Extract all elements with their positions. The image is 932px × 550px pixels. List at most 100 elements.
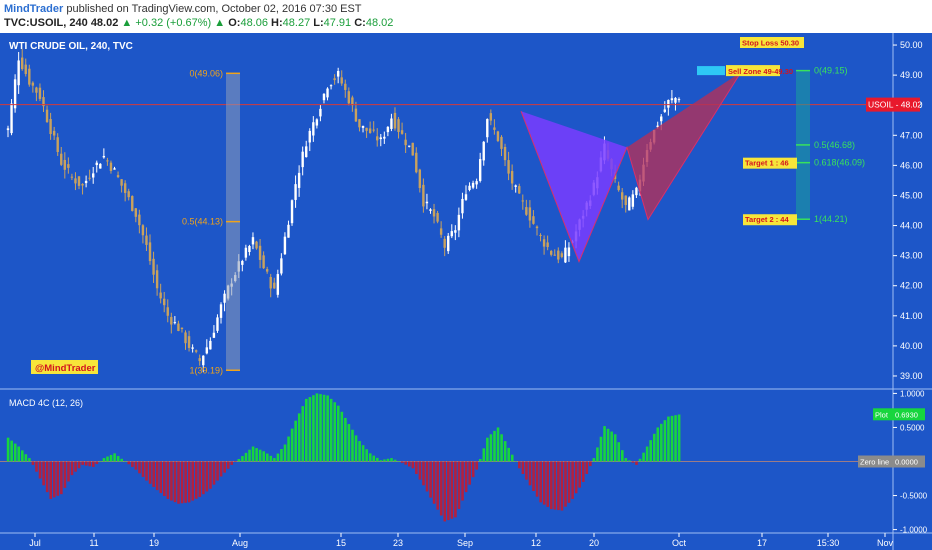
candle-body xyxy=(290,200,294,224)
macd-bar xyxy=(10,440,13,462)
candle-body xyxy=(677,99,681,101)
macd-bar xyxy=(280,449,283,462)
macd-bar xyxy=(521,461,525,474)
candle-body xyxy=(383,136,386,139)
macd-bar xyxy=(177,461,180,504)
author-link[interactable]: MindTrader xyxy=(4,3,64,15)
candle-body xyxy=(376,136,379,141)
candle-body xyxy=(70,176,74,178)
macd-bar xyxy=(624,458,628,462)
macd-bar xyxy=(354,435,358,462)
macd-bar xyxy=(241,456,244,462)
macd-bar xyxy=(518,461,521,469)
candle-body xyxy=(216,317,219,331)
macd-bar xyxy=(308,397,312,462)
time-tick-label: 20 xyxy=(589,538,599,548)
candle-body xyxy=(656,125,659,128)
price-tick-label: 50.00 xyxy=(900,40,923,50)
candle-body xyxy=(368,128,372,134)
macd-bar xyxy=(102,458,106,462)
macd-bar xyxy=(546,461,550,507)
macd-bar xyxy=(344,417,347,462)
candle-body xyxy=(450,231,453,237)
last-price: 48.02 xyxy=(90,17,119,29)
candle-body xyxy=(482,141,485,161)
candle-body xyxy=(326,88,329,98)
price-tag-value: 48.02 xyxy=(901,100,923,110)
time-tick-label: Sep xyxy=(457,538,473,548)
macd-bar xyxy=(180,461,184,504)
candle-body xyxy=(28,68,31,85)
candle-body xyxy=(106,160,109,162)
macd-bar xyxy=(503,441,507,462)
time-tick-label: 15 xyxy=(336,538,346,548)
macd-bar xyxy=(131,461,134,467)
macd-bar xyxy=(163,461,166,497)
price-tick-label: 43.00 xyxy=(900,251,923,261)
macd-bar xyxy=(535,461,539,497)
macd-bar xyxy=(610,431,613,462)
macd-bar xyxy=(386,458,390,462)
macd-bar xyxy=(557,461,560,511)
macd-bar xyxy=(244,452,248,462)
macd-tick-label: 1.0000 xyxy=(900,389,925,398)
macd-bar xyxy=(471,461,475,478)
candle-body xyxy=(400,130,404,134)
candle-body xyxy=(503,146,507,161)
candle-body xyxy=(45,109,49,123)
macd-bar xyxy=(425,461,429,492)
candle-body xyxy=(439,228,443,235)
macd-bar xyxy=(141,461,145,477)
candle-body xyxy=(148,242,152,262)
candle-body xyxy=(344,83,347,90)
candle-body xyxy=(138,214,141,226)
candle-body xyxy=(560,253,564,257)
macd-bar xyxy=(191,461,195,501)
candle-body xyxy=(173,322,177,324)
candle-body xyxy=(159,292,162,299)
macd-zero-tag-name: Zero line xyxy=(860,458,889,467)
macd-bar xyxy=(351,429,354,462)
macd-bar xyxy=(216,461,219,481)
macd-bar xyxy=(258,449,262,462)
candle-body xyxy=(429,209,432,211)
candle-body xyxy=(297,172,301,188)
macd-bar xyxy=(365,449,368,462)
candle-body xyxy=(432,209,436,217)
macd-bar xyxy=(276,453,280,462)
macd-bar xyxy=(347,424,351,462)
macd-bar xyxy=(336,405,340,462)
macd-bar xyxy=(166,461,170,499)
macd-bar xyxy=(606,428,610,462)
chart-canvas[interactable]: 50.0049.0048.0047.0046.0045.0044.0043.00… xyxy=(0,33,932,550)
macd-bar xyxy=(42,461,45,486)
macd-bar xyxy=(159,461,163,494)
macd-bar xyxy=(411,461,415,469)
macd-bar xyxy=(663,420,667,462)
macd-bar xyxy=(315,393,319,462)
pattern-triangle-left xyxy=(521,111,627,262)
macd-bar xyxy=(482,448,486,462)
candle-body xyxy=(212,332,216,338)
candle-body xyxy=(510,171,514,184)
candle-body xyxy=(305,146,308,158)
candle-body xyxy=(546,242,549,248)
macd-bar xyxy=(429,461,432,498)
candle-body xyxy=(223,293,226,303)
macd-bar xyxy=(560,461,564,511)
candle-body xyxy=(244,247,248,258)
macd-bar xyxy=(17,446,21,462)
candle-body xyxy=(170,316,173,325)
candle-body xyxy=(198,358,201,362)
candle-body xyxy=(145,235,148,245)
macd-zero-tag-bg xyxy=(893,455,925,468)
candle-body xyxy=(535,226,539,229)
candle-body xyxy=(415,152,418,173)
candle-body xyxy=(631,194,635,207)
candle-body xyxy=(539,235,542,237)
macd-bar xyxy=(631,461,635,463)
candle-body xyxy=(329,85,333,87)
macd-bar xyxy=(528,461,532,486)
price-tick-label: 42.00 xyxy=(900,281,923,291)
